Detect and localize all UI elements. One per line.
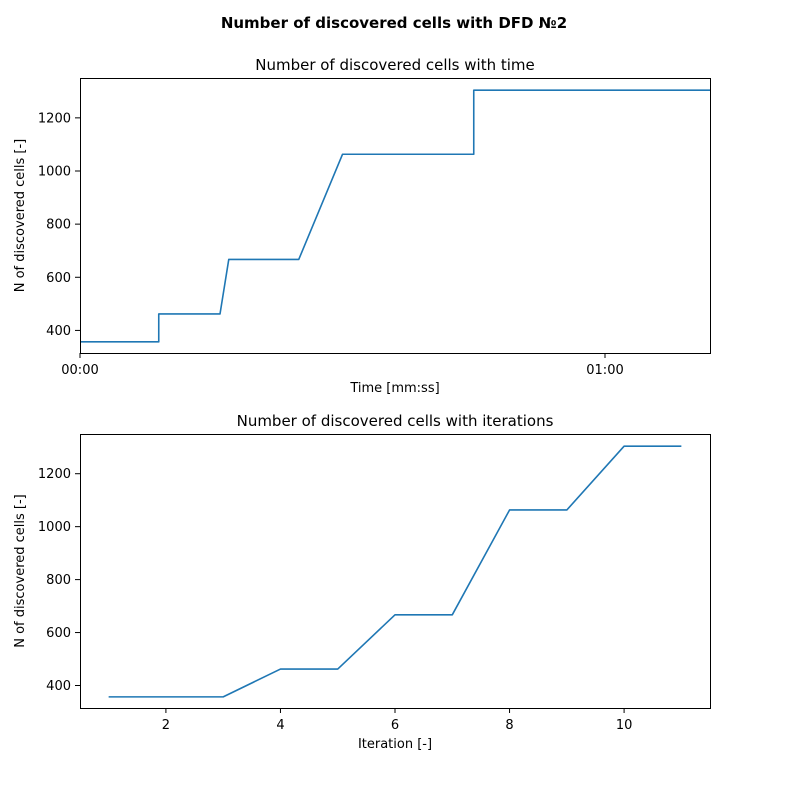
y-tick-label: 600 bbox=[46, 626, 71, 641]
series-line bbox=[108, 445, 682, 698]
x-tick-label: 00:00 bbox=[61, 363, 98, 378]
x-tick-label: 10 bbox=[616, 718, 633, 733]
chart-title: Number of discovered cells with iteratio… bbox=[237, 412, 554, 430]
x-axis-label: Iteration [-] bbox=[358, 737, 432, 752]
x-axis-label: Time [mm:ss] bbox=[349, 381, 439, 396]
y-tick-label: 400 bbox=[46, 679, 71, 694]
x-tick-label: 8 bbox=[505, 718, 513, 733]
x-tick-label: 6 bbox=[391, 718, 399, 733]
chart-panel-2: Number of discovered cells with iteratio… bbox=[13, 412, 711, 752]
x-tick-label: 2 bbox=[162, 718, 170, 733]
y-tick-label: 1200 bbox=[38, 111, 71, 126]
y-tick-label: 800 bbox=[46, 573, 71, 588]
y-tick-label: 1000 bbox=[38, 520, 71, 535]
y-tick-label: 1000 bbox=[38, 164, 71, 179]
y-axis-label: N of discovered cells [-] bbox=[13, 494, 28, 648]
y-tick-label: 1200 bbox=[38, 467, 71, 482]
y-tick-label: 400 bbox=[46, 324, 71, 339]
figure-suptitle: Number of discovered cells with DFD №2 bbox=[221, 14, 567, 32]
x-tick-label: 01:00 bbox=[586, 363, 623, 378]
plot-frame bbox=[80, 78, 711, 354]
chart-panel-1: Number of discovered cells with time 400 6… bbox=[13, 56, 711, 396]
x-tick-label: 4 bbox=[276, 718, 284, 733]
series-line bbox=[80, 89, 710, 343]
y-tick-label: 800 bbox=[46, 218, 71, 233]
chart-title: Number of discovered cells with time bbox=[255, 56, 535, 74]
y-axis-label: N of discovered cells [-] bbox=[13, 139, 28, 293]
y-tick-label: 600 bbox=[46, 271, 71, 286]
